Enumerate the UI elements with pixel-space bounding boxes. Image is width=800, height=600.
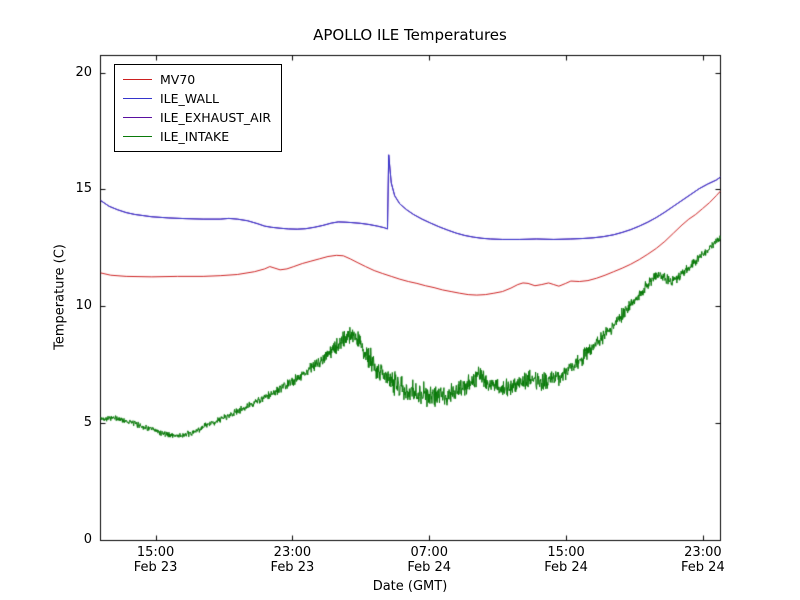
x-tick-time: 23:00 xyxy=(273,545,312,560)
x-tick-time: 23:00 xyxy=(684,545,722,560)
legend-line-swatch xyxy=(123,136,152,137)
x-tick-date: Feb 24 xyxy=(544,560,588,575)
x-tick-label: 23:00 Feb 24 xyxy=(658,545,748,575)
y-axis-label: Temperature (C) xyxy=(52,244,68,350)
x-tick-date: Feb 23 xyxy=(270,560,315,575)
y-tick-label: 20 xyxy=(75,64,92,80)
y-tick-label: 5 xyxy=(83,415,92,431)
legend-item: MV70 xyxy=(123,70,271,89)
x-tick-time: 15:00 xyxy=(547,545,585,560)
legend-label: ILE_EXHAUST_AIR xyxy=(160,110,272,125)
x-tick-label: 23:00 Feb 23 xyxy=(247,545,337,575)
y-tick-label: 0 xyxy=(83,532,92,547)
legend-label: ILE_INTAKE xyxy=(160,129,230,144)
x-tick-label: 15:00 Feb 24 xyxy=(521,545,611,575)
legend-line-swatch xyxy=(123,98,152,99)
legend: MV70 ILE_WALL ILE_EXHAUST_AIR ILE_INTAKE xyxy=(114,64,283,152)
y-tick-label: 15 xyxy=(75,181,92,197)
legend-line-swatch xyxy=(123,117,152,118)
legend-item: ILE_WALL xyxy=(123,89,271,108)
legend-line-swatch xyxy=(123,79,152,80)
legend-label: MV70 xyxy=(160,72,196,87)
legend-item: ILE_EXHAUST_AIR xyxy=(123,108,271,127)
x-tick-label: 07:00 Feb 24 xyxy=(384,545,474,575)
legend-item: ILE_INTAKE xyxy=(123,127,271,146)
x-tick-date: Feb 23 xyxy=(133,560,178,575)
x-tick-label: 15:00 Feb 23 xyxy=(111,545,201,575)
x-axis-label: Date (GMT) xyxy=(372,579,448,594)
y-tick-label: 10 xyxy=(75,298,92,314)
x-tick-date: Feb 24 xyxy=(407,560,452,575)
x-tick-date: Feb 24 xyxy=(681,560,725,575)
x-tick-time: 07:00 xyxy=(410,545,448,560)
chart-title: APOLLO ILE Temperatures xyxy=(313,26,507,44)
x-tick-time: 15:00 xyxy=(136,545,175,560)
legend-label: ILE_WALL xyxy=(160,91,219,106)
